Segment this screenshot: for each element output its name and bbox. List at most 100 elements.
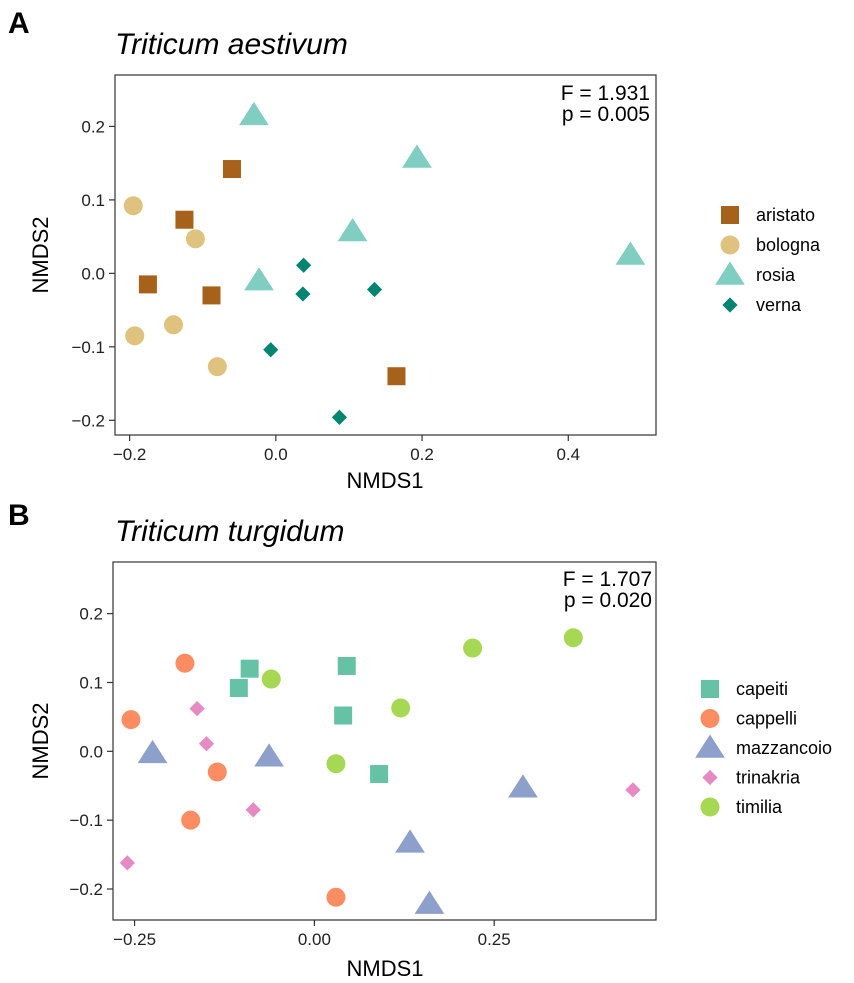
point-verna	[295, 286, 311, 302]
panel-a-points	[123, 101, 646, 425]
legend-key-capeiti	[701, 680, 719, 698]
point-bologna	[163, 315, 183, 335]
y-tick-label: 0.1	[81, 191, 105, 210]
point-mazzancoio	[395, 829, 425, 853]
panel-a-plot-frame	[114, 74, 657, 436]
legend-label-timilia: timilia	[736, 797, 783, 817]
point-capeiti	[334, 706, 353, 725]
point-timilia	[463, 638, 483, 658]
panel-b-f-stat: F = 1.707	[563, 568, 652, 591]
panel-b-plot-frame	[112, 561, 657, 921]
point-capeiti	[370, 765, 389, 784]
x-tick-label: 0.2	[410, 445, 434, 464]
y-tick-label: 0.0	[79, 742, 103, 761]
panel-a-p-value: p = 0.005	[562, 103, 650, 126]
panel-a: A Triticum aestivum −0.2 −0.1 0.0 0.1 0.2 −0…	[8, 7, 821, 493]
point-trinakria	[119, 855, 135, 871]
point-timilia	[326, 754, 346, 774]
legend-key-rosia	[715, 261, 745, 285]
panel-a-x-label: NMDS1	[346, 468, 423, 493]
legend-label-bologna: bologna	[756, 235, 821, 255]
y-tick-label: 0.1	[79, 673, 103, 692]
point-aristato	[175, 210, 194, 229]
y-tick-label: −0.2	[69, 880, 103, 899]
y-tick-label: 0.2	[81, 117, 105, 136]
point-rosia	[402, 144, 432, 168]
point-trinakria	[198, 736, 215, 752]
legend-key-verna	[722, 297, 738, 313]
panel-a-f-stat: F = 1.931	[561, 82, 650, 105]
point-cappelli	[326, 887, 346, 907]
panel-a-y-label: NMDS2	[28, 216, 53, 293]
point-cappelli	[121, 710, 141, 730]
point-timilia	[563, 628, 583, 648]
legend-label-aristato: aristato	[756, 205, 815, 225]
point-aristato	[138, 275, 157, 294]
panel-b-legend: capeiti cappelli mazzancoio trinakria timili…	[695, 679, 832, 817]
legend-key-aristato	[721, 206, 739, 224]
panel-b-title: Triticum turgidum	[115, 515, 344, 548]
legend-label-verna: verna	[756, 295, 802, 315]
point-verna	[296, 257, 312, 273]
panel-letter-b: B	[8, 499, 30, 532]
point-mazzancoio	[254, 743, 284, 767]
panel-letter-a: A	[8, 7, 30, 40]
y-tick-label: 0.2	[79, 605, 103, 624]
point-trinakria	[625, 782, 641, 798]
point-mazzancoio	[137, 739, 168, 764]
point-cappelli	[181, 810, 201, 830]
panel-a-x-axis: −0.2 0.0 0.2 0.4	[113, 435, 580, 464]
point-aristato	[222, 160, 241, 179]
point-rosia	[244, 267, 274, 291]
legend-key-mazzancoio	[695, 734, 725, 758]
point-rosia	[337, 217, 368, 242]
point-cappelli	[207, 762, 227, 782]
panel-b-p-value: p = 0.020	[564, 589, 652, 612]
x-tick-label: −0.2	[113, 445, 147, 464]
panel-b-x-axis: −0.25 0.00 0.25	[113, 920, 511, 949]
point-trinakria	[189, 701, 205, 717]
legend-label-cappelli: cappelli	[736, 709, 797, 729]
panel-b: B Triticum turgidum −0.2 −0.1 0.0 0.1 0.2 −0…	[8, 499, 832, 981]
point-trinakria	[245, 802, 261, 818]
y-tick-label: −0.1	[71, 338, 105, 357]
panel-a-title: Triticum aestivum	[115, 28, 348, 61]
legend-key-bologna	[720, 235, 740, 255]
legend-label-mazzancoio: mazzancoio	[736, 738, 832, 758]
legend-key-timilia	[700, 797, 720, 817]
legend-label-rosia: rosia	[756, 265, 796, 285]
point-cappelli	[175, 653, 195, 673]
point-rosia	[615, 241, 646, 265]
point-bologna	[185, 229, 205, 249]
point-verna	[331, 409, 348, 425]
legend-key-cappelli	[700, 709, 720, 728]
legend-label-trinakria: trinakria	[736, 768, 801, 788]
x-tick-label: 0.00	[298, 930, 331, 949]
panel-a-y-axis: −0.2 −0.1 0.0 0.1 0.2	[71, 117, 115, 430]
point-bologna	[123, 196, 143, 216]
panel-a-legend: aristato bologna rosia verna	[715, 205, 821, 315]
legend-label-capeiti: capeiti	[736, 679, 788, 699]
panel-b-x-label: NMDS1	[346, 956, 423, 981]
point-timilia	[261, 669, 281, 689]
point-verna	[366, 281, 383, 298]
point-aristato	[202, 286, 221, 305]
point-bologna	[125, 326, 145, 346]
point-mazzancoio	[414, 890, 445, 914]
legend-key-trinakria	[702, 769, 718, 786]
panel-b-points	[119, 628, 641, 914]
point-verna	[263, 342, 279, 358]
x-tick-label: 0.25	[478, 930, 511, 949]
panel-b-y-axis: −0.2 −0.1 0.0 0.1 0.2	[69, 605, 113, 899]
x-tick-label: 0.4	[556, 445, 580, 464]
point-aristato	[387, 367, 406, 386]
panel-b-y-label: NMDS2	[28, 702, 53, 779]
point-bologna	[207, 357, 227, 377]
y-tick-label: −0.1	[69, 811, 103, 830]
x-tick-label: −0.25	[113, 930, 156, 949]
x-tick-label: 0.0	[264, 445, 288, 464]
point-rosia	[239, 101, 269, 126]
point-capeiti	[229, 678, 248, 697]
y-tick-label: 0.0	[81, 264, 105, 283]
point-capeiti	[337, 656, 356, 675]
